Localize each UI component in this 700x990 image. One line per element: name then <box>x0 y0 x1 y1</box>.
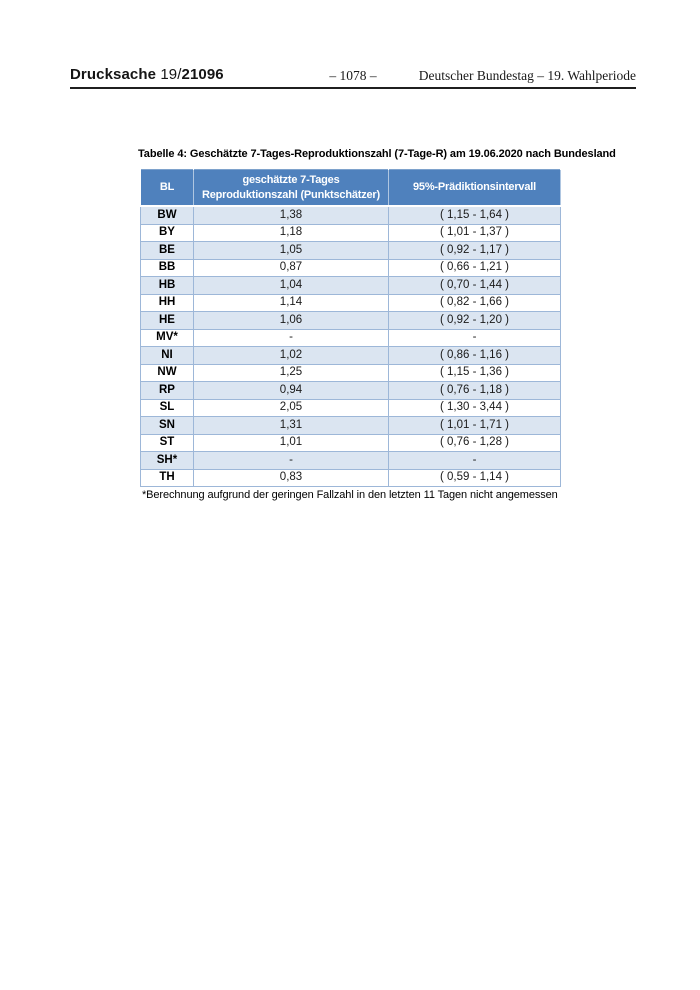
table-row: BW 1,38 ( 1,15 - 1,64 ) <box>140 205 561 225</box>
prediction-interval-cell: ( 0,66 - 1,21 ) <box>388 258 561 277</box>
point-estimate-cell: 0,83 <box>193 468 389 487</box>
table-row: SN 1,31 ( 1,01 - 1,71 ) <box>140 416 561 435</box>
state-code-cell: HB <box>140 276 194 295</box>
table-row: BB 0,87 ( 0,66 - 1,21 ) <box>140 258 561 277</box>
state-code-cell: TH <box>140 468 194 487</box>
table-row: BE 1,05 ( 0,92 - 1,17 ) <box>140 241 561 260</box>
header-rule <box>70 87 636 89</box>
state-code-cell: HH <box>140 293 194 312</box>
point-estimate-cell: 1,01 <box>193 433 389 452</box>
table-footnote: *Berechnung aufgrund der geringen Fallza… <box>142 489 558 501</box>
table-row: NI 1,02 ( 0,86 - 1,16 ) <box>140 346 561 365</box>
prediction-interval-cell: ( 1,15 - 1,64 ) <box>388 205 561 225</box>
state-code-cell: BE <box>140 241 194 260</box>
table-header-row: BL geschätzte 7-Tages Reproduktionszahl … <box>140 169 561 207</box>
document-number-value: 21096 <box>181 66 224 83</box>
point-estimate-cell: 1,04 <box>193 276 389 295</box>
prediction-interval-cell: ( 0,76 - 1,18 ) <box>388 381 561 400</box>
table-row: MV* - - <box>140 328 561 347</box>
state-code-cell: SN <box>140 416 194 435</box>
page-number: – 1078 – <box>329 68 377 83</box>
table-row: SL 2,05 ( 1,30 - 3,44 ) <box>140 398 561 417</box>
table-row: RP 0,94 ( 0,76 - 1,18 ) <box>140 381 561 400</box>
state-code-cell: MV* <box>140 328 194 347</box>
prediction-interval-cell: ( 0,82 - 1,66 ) <box>388 293 561 312</box>
table-title: Tabelle 4: Geschätzte 7-Tages-Reprodukti… <box>138 148 616 160</box>
table-row: ST 1,01 ( 0,76 - 1,28 ) <box>140 433 561 452</box>
state-code-cell: BY <box>140 223 194 242</box>
table-row: TH 0,83 ( 0,59 - 1,14 ) <box>140 468 561 487</box>
point-estimate-cell: - <box>193 328 389 347</box>
state-code-cell: RP <box>140 381 194 400</box>
prediction-interval-cell: ( 1,01 - 1,37 ) <box>388 223 561 242</box>
state-code-cell: NW <box>140 363 194 382</box>
document-number-label: Drucksache <box>70 66 157 83</box>
document-number-prefix: 19/ <box>160 66 182 83</box>
state-code-cell: HE <box>140 311 194 330</box>
point-estimate-cell: 1,14 <box>193 293 389 312</box>
table-row: SH* - - <box>140 451 561 470</box>
document-number: Drucksache 19/21096 <box>70 66 224 83</box>
prediction-interval-cell: ( 0,70 - 1,44 ) <box>388 276 561 295</box>
prediction-interval-cell: ( 0,59 - 1,14 ) <box>388 468 561 487</box>
prediction-interval-cell: ( 0,76 - 1,28 ) <box>388 433 561 452</box>
prediction-interval-cell: ( 1,01 - 1,71 ) <box>388 416 561 435</box>
point-estimate-cell: 0,94 <box>193 381 389 400</box>
page-header: Drucksache 19/21096 – 1078 – Deutscher B… <box>70 64 636 86</box>
point-estimate-cell: 0,87 <box>193 258 389 277</box>
table-row: NW 1,25 ( 1,15 - 1,36 ) <box>140 363 561 382</box>
point-estimate-cell: 1,05 <box>193 241 389 260</box>
state-code-cell: ST <box>140 433 194 452</box>
prediction-interval-cell: ( 0,92 - 1,17 ) <box>388 241 561 260</box>
point-estimate-cell: 1,06 <box>193 311 389 330</box>
prediction-interval-cell: ( 1,15 - 1,36 ) <box>388 363 561 382</box>
prediction-interval-cell: ( 0,86 - 1,16 ) <box>388 346 561 365</box>
state-code-cell: BB <box>140 258 194 277</box>
point-estimate-cell: 1,31 <box>193 416 389 435</box>
table-row: HE 1,06 ( 0,92 - 1,20 ) <box>140 311 561 330</box>
prediction-interval-cell: ( 0,92 - 1,20 ) <box>388 311 561 330</box>
table-row: HB 1,04 ( 0,70 - 1,44 ) <box>140 276 561 295</box>
point-estimate-cell: 1,18 <box>193 223 389 242</box>
column-header-prediction-interval: 95%-Prädiktionsintervall <box>388 169 561 207</box>
table-row: BY 1,18 ( 1,01 - 1,37 ) <box>140 223 561 242</box>
reproduction-number-table: BL geschätzte 7-Tages Reproduktionszahl … <box>140 169 561 487</box>
legislature-label: Deutscher Bundestag – 19. Wahlperiode <box>418 68 636 83</box>
point-estimate-cell: 1,25 <box>193 363 389 382</box>
point-estimate-cell: 2,05 <box>193 398 389 417</box>
prediction-interval-cell: ( 1,30 - 3,44 ) <box>388 398 561 417</box>
state-code-cell: SH* <box>140 451 194 470</box>
state-code-cell: SL <box>140 398 194 417</box>
table-body: BW 1,38 ( 1,15 - 1,64 ) BY 1,18 ( 1,01 -… <box>140 205 561 487</box>
point-estimate-cell: - <box>193 451 389 470</box>
prediction-interval-cell: - <box>388 451 561 470</box>
prediction-interval-cell: - <box>388 328 561 347</box>
column-header-point-estimate: geschätzte 7-Tages Reproduktionszahl (Pu… <box>193 169 389 207</box>
state-code-cell: NI <box>140 346 194 365</box>
column-header-state: BL <box>140 169 194 207</box>
point-estimate-cell: 1,38 <box>193 205 389 225</box>
table-row: HH 1,14 ( 0,82 - 1,66 ) <box>140 293 561 312</box>
point-estimate-cell: 1,02 <box>193 346 389 365</box>
state-code-cell: BW <box>140 205 194 225</box>
